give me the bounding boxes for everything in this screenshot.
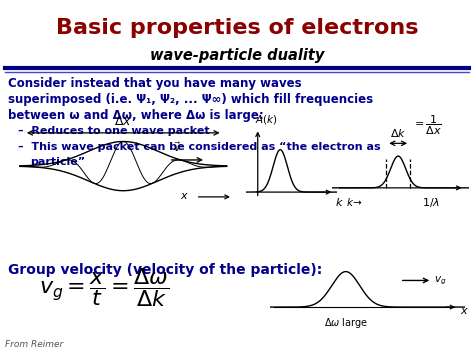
Text: $=\dfrac{1}{\Delta x}$: $=\dfrac{1}{\Delta x}$ <box>412 114 442 137</box>
Text: –  This wave packet can be considered as “the electron as: – This wave packet can be considered as … <box>18 142 381 152</box>
Text: Basic properties of electrons: Basic properties of electrons <box>56 18 418 38</box>
Text: $k$: $k$ <box>336 196 344 208</box>
Text: $k\!\rightarrow$: $k\!\rightarrow$ <box>346 196 363 208</box>
Text: Consider instead that you have many waves: Consider instead that you have many wave… <box>8 77 301 90</box>
Text: $\Delta k$: $\Delta k$ <box>390 127 406 138</box>
Text: $x$: $x$ <box>181 191 190 201</box>
Text: $1/\lambda$: $1/\lambda$ <box>422 196 440 209</box>
Text: $v_g$: $v_g$ <box>434 274 447 286</box>
Text: $\vec{v}$: $\vec{v}$ <box>173 140 182 154</box>
Text: Group velocity (velocity of the particle):: Group velocity (velocity of the particle… <box>8 263 322 277</box>
Text: $\Delta x$: $\Delta x$ <box>114 115 132 128</box>
Text: $A(k)$: $A(k)$ <box>255 113 278 126</box>
Text: –  Reduces to one wave packet: – Reduces to one wave packet <box>18 126 210 136</box>
Text: $v_g = \dfrac{x}{t} = \dfrac{\Delta\omega}{\Delta k}$: $v_g = \dfrac{x}{t} = \dfrac{\Delta\omeg… <box>39 266 169 309</box>
Text: superimposed (i.e. Ψ₁, Ψ₂, ... Ψ∞) which fill frequencies: superimposed (i.e. Ψ₁, Ψ₂, ... Ψ∞) which… <box>8 93 373 106</box>
Text: $\Delta\omega$ large: $\Delta\omega$ large <box>324 316 368 329</box>
Text: From Reimer: From Reimer <box>5 340 63 349</box>
Text: between ω and Δω, where Δω is large:: between ω and Δω, where Δω is large: <box>8 109 264 122</box>
Text: wave-particle duality: wave-particle duality <box>150 48 324 63</box>
Text: particle”: particle” <box>30 157 85 167</box>
Text: $x$: $x$ <box>460 306 469 316</box>
